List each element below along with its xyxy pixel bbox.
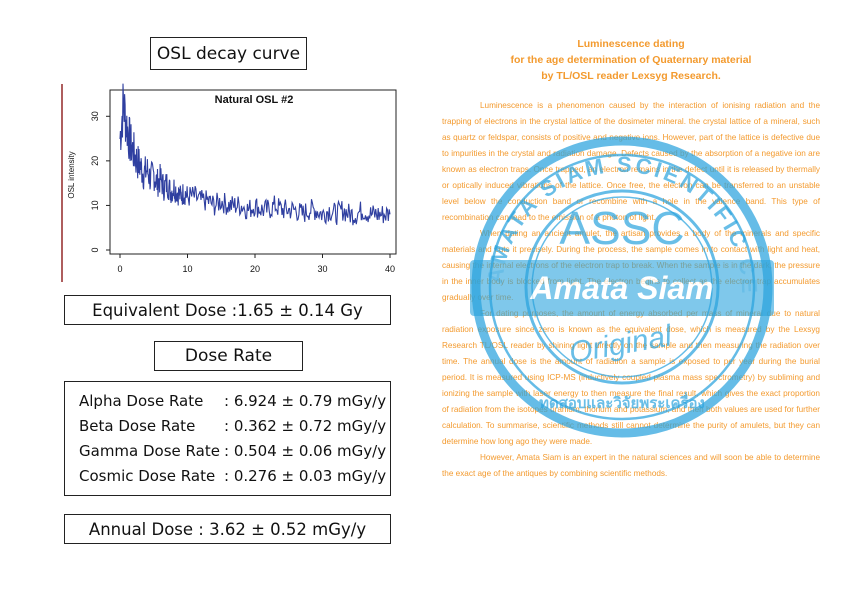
rate-value: : 0.504 ± 0.06 mGy/y	[224, 441, 387, 460]
osl-title-text: OSL decay curve	[156, 43, 301, 64]
rate-value: : 0.362 ± 0.72 mGy/y	[224, 416, 387, 435]
chart-ylabel: OSL intensity	[67, 151, 76, 198]
paragraph-3: For dating purposes, the amount of energ…	[442, 309, 820, 446]
paragraph-1: Luminescence is a phenomenon caused by t…	[442, 101, 820, 222]
x-tick-label: 0	[117, 264, 122, 274]
y-tick-label: 0	[90, 247, 100, 252]
chart-plot-frame	[109, 89, 397, 255]
annual-dose-box: Annual Dose : 3.62 ± 0.52 mGy/y	[64, 514, 391, 544]
dose-rate-title: Dose Rate	[154, 341, 303, 371]
chart-ticks: 0 10 20 30 40 0 10 20 30	[90, 111, 395, 274]
x-tick-label: 30	[317, 264, 327, 274]
gamma-dose-rate-row: Gamma Dose Rate : 0.504 ± 0.06 mGy/y	[79, 438, 390, 463]
equivalent-dose-text: Equivalent Dose :1.65 ± 0.14 Gy	[92, 300, 363, 320]
alpha-dose-rate-row: Alpha Dose Rate : 6.924 ± 0.79 mGy/y	[79, 388, 390, 413]
x-tick-label: 10	[182, 264, 192, 274]
heading-line-1: Luminescence dating	[577, 38, 685, 50]
paragraph-2: When dating an ancient amulet, the artis…	[442, 229, 820, 302]
y-tick-label: 10	[90, 200, 100, 210]
osl-chart-svg: Natural OSL #2 OSL intensity 0 10 20 30 40 0 1…	[61, 83, 397, 282]
description-column: Luminescence dating for the age determin…	[442, 36, 820, 482]
beta-dose-rate-row: Beta Dose Rate : 0.362 ± 0.72 mGy/y	[79, 413, 390, 438]
chart-title: Natural OSL #2	[215, 94, 294, 106]
x-tick-label: 40	[385, 264, 395, 274]
rate-name: Alpha Dose Rate	[79, 391, 204, 410]
dose-rate-title-text: Dose Rate	[184, 346, 273, 366]
y-tick-label: 20	[90, 156, 100, 166]
paragraph-4: However, Amata Siam is an expert in the …	[442, 453, 820, 478]
rate-name: Cosmic Dose Rate	[79, 466, 216, 485]
cosmic-dose-rate-row: Cosmic Dose Rate : 0.276 ± 0.03 mGy/y	[79, 463, 390, 488]
y-tick-label: 30	[90, 111, 100, 121]
dose-rates-box: Alpha Dose Rate : 6.924 ± 0.79 mGy/y Bet…	[64, 381, 391, 496]
rate-value: : 6.924 ± 0.79 mGy/y	[224, 391, 387, 410]
heading-line-2: for the age determination of Quaternary …	[510, 54, 752, 66]
osl-chart: Natural OSL #2 OSL intensity 0 10 20 30 40 0 1…	[60, 82, 398, 284]
rate-name: Gamma Dose Rate	[79, 441, 220, 460]
rate-name: Beta Dose Rate	[79, 416, 196, 435]
annual-dose-text: Annual Dose : 3.62 ± 0.52 mGy/y	[88, 519, 367, 539]
rate-value: : 0.276 ± 0.03 mGy/y	[224, 466, 387, 485]
description-heading: Luminescence dating for the age determin…	[442, 36, 820, 84]
equivalent-dose-box: Equivalent Dose :1.65 ± 0.14 Gy	[64, 295, 391, 325]
heading-line-3: by TL/OSL reader Lexsyg Research.	[541, 70, 721, 82]
chart-series	[119, 83, 391, 226]
series-line	[119, 83, 391, 226]
x-tick-label: 20	[250, 264, 260, 274]
osl-decay-curve-title: OSL decay curve	[150, 37, 307, 70]
